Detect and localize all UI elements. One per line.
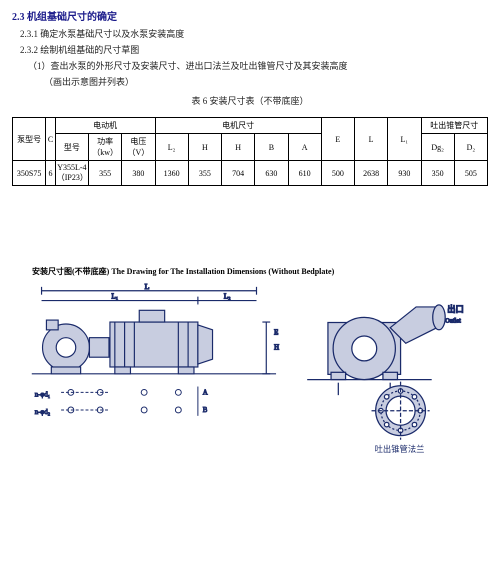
th-cone: 吐出锥管尺寸 [421,118,488,134]
label-l2: L₂ [224,294,231,301]
td-dg2: 350 [421,161,454,186]
th-motor: 电动机 [55,118,155,134]
label-outlet: 出口 [447,304,464,314]
td-model: Y355L-4（IP23） [55,161,88,186]
label-outlet-en: Outlet [445,318,461,325]
th-l1: L₁ [388,118,421,161]
td-power: 355 [89,161,122,186]
td-l1: 930 [388,161,421,186]
label-l1: L₁ [112,294,119,301]
th-l: L [355,118,388,161]
label-n2: n-φd₂ [35,409,51,416]
th-dg2: Dg₂ [421,134,454,161]
heading-2-3-1: 2.3.1 确定水泵基础尺寸以及水泵安装高度 [20,27,488,40]
diagram-title: 安装尺寸图(不带底座) The Drawing for The Installa… [12,266,488,277]
th-a: A [288,134,321,161]
label-b: B [203,407,208,414]
td-d2: 505 [454,161,487,186]
td-h: 355 [188,161,221,186]
diagram-row: L L₁ L₂ [12,281,488,460]
dimensions-table: 泵型号 C 电动机 电机尺寸 E L L₁ 吐出锥管尺寸 型号 功率（kw） 电… [12,117,488,186]
th-pump-model: 泵型号 [13,118,46,161]
th-h: H [188,134,221,161]
th-h2: H [222,134,255,161]
label-flange: 吐出锥管法兰 [374,444,424,454]
heading-2-3: 2.3 机组基础尺寸的确定 [12,8,488,23]
th-model: 型号 [55,134,88,161]
th-d2: D₂ [454,134,487,161]
td-a: 610 [288,161,321,186]
list-item-1: （1）查出水泵的外形尺寸及安装尺寸、进出口法兰及吐出锥管尺寸及其安装高度 [28,59,488,72]
heading-2-3-2: 2.3.2 绘制机组基础的尺寸草图 [20,43,488,56]
table-row: 350S75 6 Y355L-4（IP23） 355 380 1360 355 … [13,161,488,186]
label-h: H [274,344,279,351]
label-l: L [145,282,150,291]
th-voltage: 电压（V） [122,134,155,161]
th-e: E [321,118,354,161]
th-motor-dims: 电机尺寸 [155,118,321,134]
th-l2: L₂ [155,134,188,161]
th-b: B [255,134,288,161]
list-item-1b: （画出示意图并列表） [44,75,488,88]
th-c: C [46,118,56,161]
th-power: 功率（kw） [89,134,122,161]
td-voltage: 380 [122,161,155,186]
table-title: 表 6 安装尺寸表（不带底座） [12,94,488,107]
diagram-section: 安装尺寸图(不带底座) The Drawing for The Installa… [12,266,488,460]
label-a: A [203,389,208,396]
diagram-side-view: L L₁ L₂ [22,281,296,431]
td-l: 2638 [355,161,388,186]
td-h2: 704 [222,161,255,186]
label-e: E [274,330,278,337]
td-l2: 1360 [155,161,188,186]
td-c: 6 [46,161,56,186]
table-row: 泵型号 C 电动机 电机尺寸 E L L₁ 吐出锥管尺寸 [13,118,488,134]
td-b: 630 [255,161,288,186]
td-pump: 350S75 [13,161,46,186]
diagram-end-view: 出口 Outlet [296,281,478,460]
label-n1: n-φd₁ [35,391,50,398]
td-e: 500 [321,161,354,186]
